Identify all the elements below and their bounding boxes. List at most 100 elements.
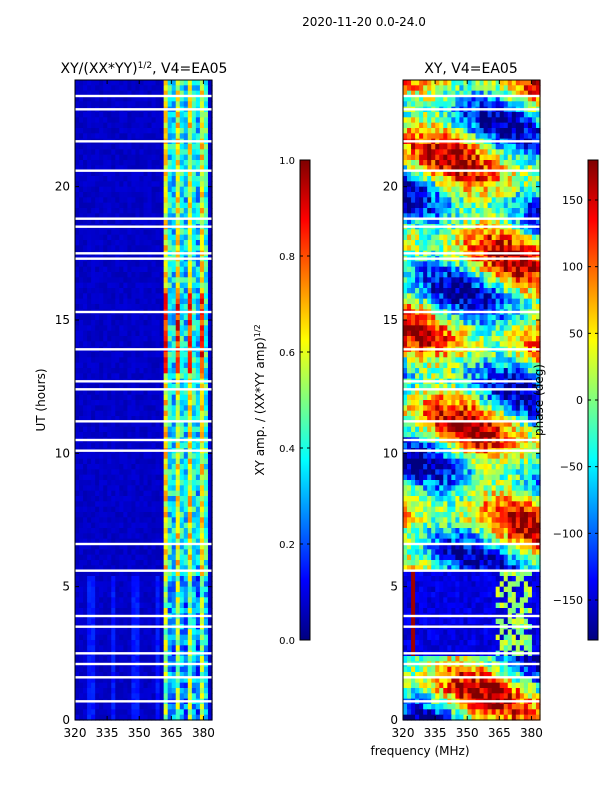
heatmap-cell — [207, 229, 213, 236]
heatmap-cell — [123, 426, 128, 433]
heatmap-cell — [123, 149, 128, 156]
heatmap-cell — [99, 453, 104, 460]
heatmap-cell — [79, 469, 84, 476]
heatmap-cell — [111, 234, 116, 241]
heatmap-cell — [191, 645, 197, 652]
heatmap-cell — [91, 517, 96, 524]
heatmap-cell — [183, 640, 189, 646]
heatmap-cell — [179, 229, 185, 236]
heatmap-cell — [195, 293, 201, 300]
heatmap-cell — [459, 202, 465, 209]
heatmap-cell — [99, 122, 104, 129]
heatmap-cell — [139, 245, 145, 252]
heatmap-cell — [419, 128, 424, 134]
heatmap-cell — [535, 85, 541, 92]
heatmap-cell — [207, 480, 213, 486]
heatmap-cell — [99, 645, 104, 652]
heatmap-cell — [207, 394, 213, 401]
heatmap-cell — [207, 656, 213, 662]
heatmap-cell — [87, 512, 92, 518]
heatmap-cell — [487, 112, 493, 118]
heatmap-cell — [183, 581, 189, 588]
heatmap-cell — [163, 154, 169, 161]
heatmap-cell — [207, 538, 213, 545]
heatmap-cell — [143, 90, 149, 97]
heatmap-cell — [459, 197, 465, 204]
heatmap-cell — [139, 629, 145, 636]
heatmap-cell — [75, 464, 80, 470]
heatmap-cell — [195, 581, 201, 588]
heatmap-cell — [143, 512, 149, 518]
heatmap-cell — [119, 165, 124, 172]
heatmap-cell — [79, 272, 84, 278]
heatmap-cell — [455, 96, 461, 102]
heatmap-cell — [135, 453, 141, 460]
heatmap-cell — [127, 421, 133, 428]
heatmap-cell — [155, 581, 161, 588]
heatmap-cell — [419, 149, 424, 156]
heatmap-cell — [115, 133, 120, 140]
heatmap-cell — [103, 538, 108, 545]
heatmap-cell — [179, 496, 185, 502]
heatmap-cell — [167, 208, 173, 214]
heatmap-cell — [195, 90, 201, 97]
heatmap-cell — [103, 496, 108, 502]
heatmap-cell — [159, 277, 165, 284]
heatmap-cell — [167, 496, 173, 502]
heatmap-cell — [135, 517, 141, 524]
heatmap-cell — [179, 176, 185, 182]
heatmap-cell — [523, 149, 529, 156]
heatmap-cell — [195, 709, 201, 716]
heatmap-cell — [139, 405, 145, 412]
heatmap-cell — [91, 421, 96, 428]
heatmap-cell — [159, 362, 165, 369]
heatmap-cell — [119, 490, 124, 497]
heatmap-cell — [147, 714, 153, 721]
heatmap-cell — [143, 240, 149, 246]
heatmap-cell — [499, 176, 505, 182]
heatmap-cell — [187, 154, 193, 161]
heatmap-cell — [411, 122, 416, 129]
heatmap-cell — [191, 464, 197, 470]
heatmap-cell — [527, 112, 533, 118]
heatmap-cell — [115, 672, 120, 678]
heatmap-cell — [183, 512, 189, 518]
heatmap-cell — [107, 517, 112, 524]
heatmap-cell — [127, 469, 133, 476]
heatmap-cell — [199, 570, 205, 577]
heatmap-cell — [107, 384, 112, 390]
heatmap-cell — [167, 261, 173, 268]
heatmap-cell — [143, 170, 149, 177]
heatmap-cell — [131, 618, 137, 625]
flagged-row — [75, 420, 212, 423]
heatmap-cell — [127, 117, 133, 124]
heatmap-cell — [103, 704, 108, 710]
heatmap-cell — [99, 464, 104, 470]
heatmap-cell — [167, 677, 173, 684]
heatmap-cell — [167, 490, 173, 497]
heatmap-cell — [155, 293, 161, 300]
heatmap-cell — [91, 416, 96, 422]
heatmap-cell — [495, 202, 501, 209]
heatmap-cell — [91, 96, 96, 102]
heatmap-cell — [95, 453, 100, 460]
heatmap-cell — [131, 581, 137, 588]
heatmap-cell — [179, 565, 185, 572]
heatmap-cell — [91, 160, 96, 166]
heatmap-cell — [131, 154, 137, 161]
heatmap-cell — [147, 261, 153, 268]
heatmap-cell — [507, 154, 513, 161]
heatmap-cell — [199, 693, 205, 700]
heatmap-cell — [119, 288, 124, 294]
heatmap-cell — [87, 229, 92, 236]
heatmap-cell — [159, 160, 165, 166]
heatmap-cell — [191, 410, 197, 417]
heatmap-cell — [159, 288, 165, 294]
heatmap-cell — [167, 304, 173, 310]
heatmap-cell — [195, 490, 201, 497]
heatmap-cell — [127, 176, 133, 182]
heatmap-cell — [87, 304, 92, 310]
heatmap-cell — [503, 144, 509, 150]
heatmap-cell — [131, 357, 137, 364]
heatmap-cell — [83, 453, 88, 460]
